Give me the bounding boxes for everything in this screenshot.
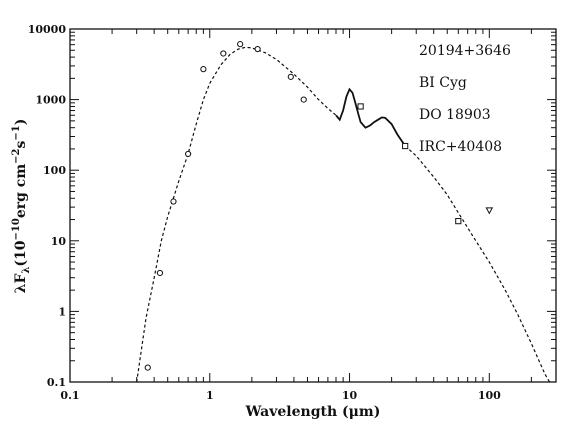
y-axis-title: λFλ(10−10erg cm−2s−1) (11, 119, 32, 294)
data-point-circle (237, 41, 244, 48)
model-curves (136, 46, 551, 383)
data-point-square (455, 218, 462, 225)
plot-frame (69, 28, 557, 383)
data-point-circle (200, 66, 207, 73)
x-tick-label: 10 (342, 389, 358, 402)
axis-ticks: 0.1 1 10 100 0.1 1 10 100 1000 10000 (28, 23, 556, 402)
data-point-circle (254, 45, 261, 53)
annotation-line-4: IRC+40408 (419, 139, 502, 155)
data-point-circle (170, 198, 177, 205)
x-axis-title: Wavelength (μm) (245, 404, 381, 420)
model-curve-dashed (404, 145, 551, 383)
data-point-square (402, 142, 409, 150)
data-point-circle (300, 96, 307, 103)
x-tick-label: 1 (206, 389, 214, 402)
data-point-circle (220, 50, 227, 57)
y-tick-label: 1000 (35, 94, 66, 107)
data-point-circle (144, 364, 151, 371)
data-point-circle (185, 150, 192, 158)
y-tick-label: 10000 (28, 23, 67, 36)
y-tick-label: 10 (51, 235, 67, 248)
model-curve-solid (335, 87, 406, 147)
data-point-triangle (485, 207, 494, 215)
y-tick-label: 1 (58, 305, 66, 318)
annotation-line-3: DO 18903 (419, 107, 491, 123)
x-tick-label: 100 (478, 389, 501, 402)
annotation-line-1: 20194+3646 (419, 43, 511, 59)
annotation-line-2: BI Cyg (419, 75, 467, 91)
x-tick-label: 0.1 (60, 389, 79, 402)
data-point-square (357, 103, 364, 110)
y-tick-label: 0.1 (47, 376, 66, 389)
model-curve-dashed (136, 46, 337, 383)
y-tick-label: 100 (43, 164, 66, 177)
annotation-block: 20194+3646 BI Cyg DO 18903 IRC+40408 (419, 43, 511, 155)
data-point-circle (287, 73, 294, 80)
data-point-circle (156, 269, 164, 277)
data-points (144, 41, 494, 371)
